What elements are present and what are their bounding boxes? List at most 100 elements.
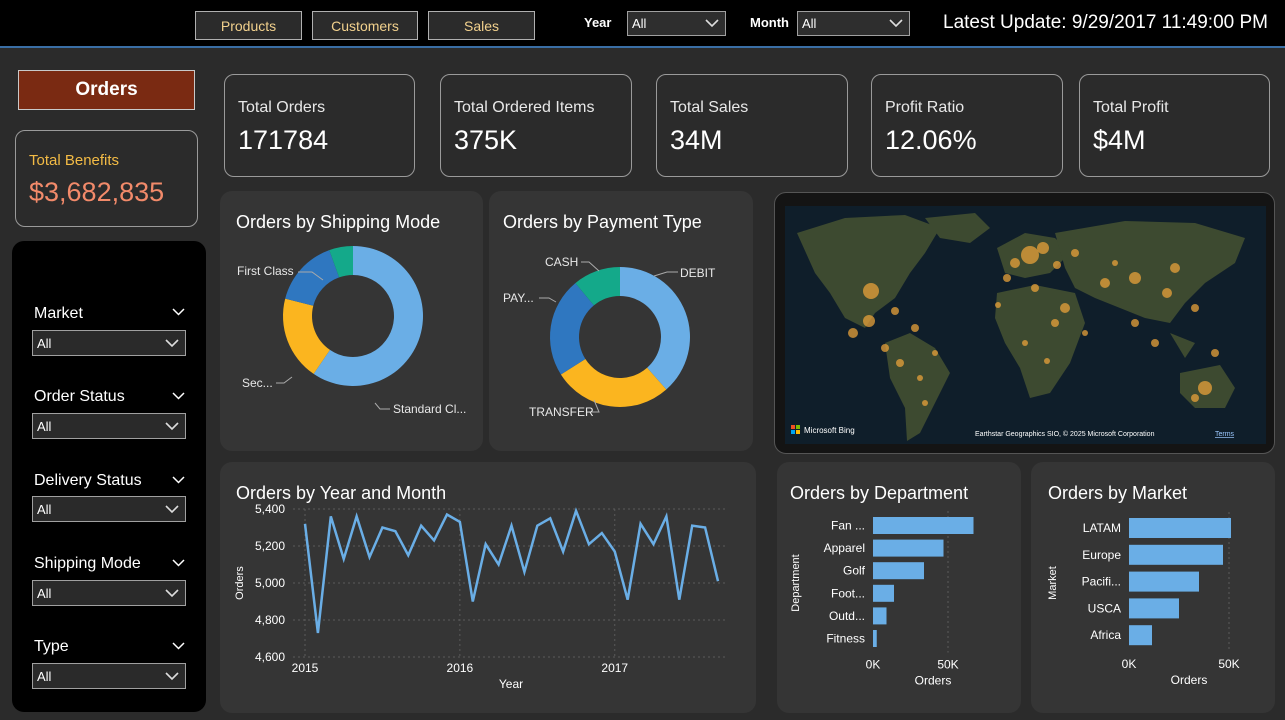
total-benefits-card: Total Benefits $3,682,835 [15,130,198,227]
market-dropdown[interactable]: All [32,330,186,356]
map-bubble[interactable] [1112,260,1118,266]
donut-slice[interactable] [313,246,423,386]
category-label: Fan ... [831,519,865,533]
nav-products-button[interactable]: Products [195,11,302,40]
map-bubble[interactable] [1010,258,1020,268]
bar[interactable] [1129,544,1223,565]
map-bubble[interactable] [863,315,875,327]
map-bubble[interactable] [1044,358,1050,364]
donut-slice[interactable] [560,358,667,407]
kpi-value: 375K [454,125,518,155]
map-terms-link[interactable]: Terms [1215,431,1235,438]
bar[interactable] [873,630,877,647]
y-axis-label: Orders [234,566,246,600]
leader-line [581,261,600,272]
world-map[interactable]: Microsoft Bing Earthstar Geographics SIO… [774,192,1275,454]
map-bubble[interactable] [1191,304,1199,312]
month-dropdown-value: All [802,16,817,31]
map-bubble[interactable] [1003,274,1011,282]
map-bubble[interactable] [1071,249,1079,257]
year-dropdown[interactable]: All [627,11,726,36]
map-bubble[interactable] [1037,242,1049,254]
map-bubble[interactable] [1211,349,1219,357]
map-bubble[interactable] [1129,272,1141,284]
y-tick-label: 5,400 [255,502,285,516]
slice-label: Sec... [242,376,273,390]
map-bubbles [848,242,1219,406]
payment-type-title: Orders by Payment Type [503,212,702,232]
slice-label: First Class [237,264,294,278]
chevron-down-icon[interactable] [172,476,185,484]
orders-year-month-panel: Orders by Year and Month 5,400 5,200 5,000… [220,462,756,713]
type-filter-label: Type [34,638,69,655]
donut-slice[interactable] [575,267,620,306]
bar[interactable] [1129,518,1231,538]
latest-update-text: Latest Update: 9/29/2017 11:49:00 PM [943,12,1268,33]
map-bubble[interactable] [995,302,1001,308]
orders-year-month-title: Orders by Year and Month [236,483,447,503]
chevron-down-icon[interactable] [172,559,185,567]
orders-line[interactable] [303,507,720,634]
bar[interactable] [873,539,944,557]
shipping-mode-dropdown[interactable]: All [32,580,186,606]
type-dropdown[interactable]: All [32,663,186,689]
category-label: Foot... [831,586,865,600]
map-bubble[interactable] [917,375,923,381]
bar[interactable] [873,517,974,534]
category-label: Apparel [824,541,865,555]
map-bubble[interactable] [932,350,938,356]
chevron-down-icon [165,338,179,347]
chevron-down-icon[interactable] [172,392,185,400]
map-bubble[interactable] [891,307,899,315]
donut-slice[interactable] [550,283,594,375]
orders-page-button[interactable]: Orders [18,70,195,110]
bar[interactable] [873,584,894,602]
map-bubble[interactable] [1051,319,1059,327]
bar[interactable] [873,562,924,580]
chevron-down-icon[interactable] [172,308,185,316]
map-bubble[interactable] [896,359,904,367]
delivery-status-dropdown[interactable]: All [32,496,186,522]
map-bubble[interactable] [1060,303,1070,313]
map-bubble[interactable] [1131,319,1139,327]
orders-by-market-panel: Orders by Market LATAM Europe Pacifi... USC… [1031,462,1275,713]
filter-sidebar: Market All Order Status All Delivery Sta… [12,241,206,712]
map-bubble[interactable] [1170,263,1180,273]
bar[interactable] [1129,571,1199,592]
map-bubble[interactable] [1191,394,1199,402]
donut-slice[interactable] [283,298,330,374]
map-bubble[interactable] [911,324,919,332]
bar[interactable] [1129,625,1152,646]
nav-customers-button[interactable]: Customers [312,11,418,40]
year-filter-label: Year [584,15,612,30]
order-status-dropdown[interactable]: All [32,413,186,439]
map-bubble[interactable] [1100,278,1110,288]
nav-sales-button[interactable]: Sales [428,11,535,40]
category-label: Fitness [826,632,865,646]
delivery-status-filter-label: Delivery Status [34,472,142,489]
map-bubble[interactable] [1198,381,1212,395]
bar[interactable] [873,607,887,625]
map-bubble[interactable] [1031,284,1039,292]
map-bubble[interactable] [1053,261,1061,269]
orders-by-market-chart: LATAM Europe Pacifi... USCA Africa 0K 50K Order… [1047,512,1240,687]
month-dropdown[interactable]: All [797,11,910,36]
map-bubble[interactable] [848,328,858,338]
bar[interactable] [1129,598,1179,619]
chevron-down-icon[interactable] [172,642,185,650]
leader-line [298,271,324,281]
donut-slice[interactable] [329,246,353,278]
map-canvas[interactable]: Microsoft Bing Earthstar Geographics SIO… [775,193,1274,453]
map-bubble[interactable] [1021,246,1039,264]
map-bubble[interactable] [1151,339,1159,347]
map-bubble[interactable] [1022,340,1028,346]
map-bubble[interactable] [863,283,879,299]
map-bubble[interactable] [1082,330,1088,336]
map-bubble[interactable] [881,344,889,352]
donut-slice[interactable] [285,250,340,306]
chevron-down-icon [165,588,179,597]
slice-label: DEBIT [680,266,716,280]
map-bubble[interactable] [922,400,928,406]
donut-slice[interactable] [620,267,690,390]
map-bubble[interactable] [1162,288,1172,298]
